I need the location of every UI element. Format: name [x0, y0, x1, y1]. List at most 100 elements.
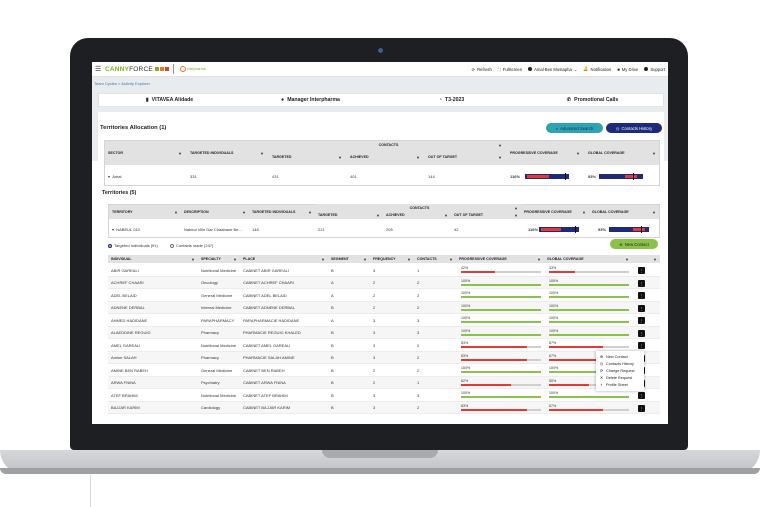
table-row[interactable]: AMINE BEN RABEH General Medicine CABINET B…: [108, 364, 660, 377]
progressive-coverage-label: 83%: [461, 403, 469, 408]
support-button[interactable]: Support: [644, 67, 665, 72]
col-individual[interactable]: INDIVIDUAL ▼: [108, 255, 198, 263]
table-row[interactable]: AMEL GAREALI Nutritional Medicine CABINET …: [108, 339, 660, 352]
global-coverage-bar: [549, 396, 629, 398]
cell-contacts: 2: [417, 342, 420, 348]
col-territory-global[interactable]: GLOBAL COVERAGE ▼: [589, 208, 659, 216]
col-territory-individuals[interactable]: TARGETED INDIVIDUALS ▼: [249, 208, 315, 216]
cell-specialty: Oncology: [201, 280, 218, 286]
progressive-coverage-label: 100%: [461, 278, 471, 283]
col-territory-progressive[interactable]: PROGRESSIVE COVERAGE ▼: [521, 208, 589, 216]
col-global[interactable]: GLOBAL COVERAGE ▼: [585, 149, 659, 157]
col-territory-achieved[interactable]: ACHIEVED ▼: [383, 211, 451, 219]
col-out-of-target[interactable]: OUT OF TARGET ▼: [425, 153, 505, 161]
refresh-button[interactable]: ⟳ Refresh: [471, 66, 492, 72]
menu-item-delete-request[interactable]: ✕ Delete Request: [599, 375, 633, 380]
territory-progressive-bar: [539, 226, 579, 233]
col-progressive-coverage[interactable]: PROGRESSIVE COVERAGE ▼: [456, 255, 544, 263]
row-actions-button[interactable]: ⋮: [638, 279, 645, 287]
global-coverage-bar: [549, 283, 629, 286]
progressive-coverage-label: 100%: [461, 366, 471, 370]
table-row[interactable]: ACHREF CHAARI Oncology CABINET ACHREF CHAA…: [108, 276, 660, 289]
table-row[interactable]: ATEF BRAHIM Nutritional Medicine CABINET A…: [108, 389, 660, 402]
row-actions-button[interactable]: ⋮: [638, 267, 645, 274]
row-actions-button[interactable]: ⋮: [638, 304, 645, 312]
notification-button[interactable]: 🔔 Notification: [583, 66, 612, 72]
user-menu[interactable]: Amal Ben Mustapha ⌄: [528, 67, 577, 72]
col-frequency[interactable]: FREQUENCY ▼: [370, 255, 414, 263]
cell-individual: Amine SALAH: [111, 355, 137, 361]
col-description[interactable]: DESCRIPTION ▼: [181, 208, 249, 216]
global-coverage-label: 100%: [549, 291, 559, 295]
global-coverage-fill: [549, 408, 603, 411]
chevron-down-icon: ▾: [112, 226, 115, 232]
expand-territory-row[interactable]: ▾ NABEUL 010: [112, 226, 140, 232]
row-actions-button[interactable]: ⋮: [638, 404, 645, 412]
menu-icon[interactable]: ☰: [95, 66, 102, 73]
col-targeted[interactable]: TARGETED ▼: [269, 153, 345, 161]
cell-place: CABINET ADNENE DERBAL: [243, 305, 295, 311]
table-row[interactable]: ABIR GAREALI Nutritional Medicine CABINET …: [108, 264, 660, 277]
contacts-history-button[interactable]: ◷ Contacts History: [606, 123, 662, 133]
territory-global-bar: [609, 226, 649, 233]
col-contacts-count[interactable]: CONTACTS ▼: [414, 255, 456, 263]
cell-individual: AMEL GAREALI: [111, 342, 141, 348]
cell-contacts: 1: [417, 267, 420, 273]
col-achieved[interactable]: ACHIEVED ▼: [347, 153, 423, 161]
row-actions-button[interactable]: ⋮: [638, 292, 645, 299]
cell-place: PHARMACIE SALAH AMINE: [243, 355, 295, 361]
cell-frequency: 2: [373, 380, 376, 386]
col-place[interactable]: PLACE ▼: [240, 255, 328, 263]
global-coverage-bar: [549, 408, 629, 411]
col-territory-targeted[interactable]: TARGETED ▼: [315, 211, 383, 219]
table-row[interactable]: ADNENE DERBAL Internal Medicine CABINET AD…: [108, 301, 660, 314]
cell-description: Nabeul Ville Dar Chaabane Be...: [184, 226, 242, 232]
fullscreen-button[interactable]: ⛶ Fullscreen: [497, 66, 523, 72]
progressive-coverage-fill: [461, 333, 541, 336]
cell-individual: ALAEDDINE REGUIG: [111, 330, 151, 336]
menu-item-change-request[interactable]: ⟳ Change Request: [599, 368, 635, 373]
col-territory[interactable]: TERRITORY ▼: [109, 208, 181, 216]
col-progressive[interactable]: PROGRESSIVE COVERAGE ▼: [507, 149, 583, 157]
col-sector[interactable]: SECTOR ▼: [105, 149, 185, 157]
breadcrumb-item[interactable]: Team Cycles: [94, 81, 117, 86]
col-territory-out[interactable]: OUT OF TARGET ▼: [451, 211, 521, 219]
radio-targeted[interactable]: Targeted Individuals (91): [108, 243, 158, 248]
progressive-coverage-label: 62%: [461, 378, 469, 383]
col-specialty[interactable]: SPECIALTY ▼: [198, 255, 240, 263]
global-coverage-fill: [549, 358, 603, 361]
row-actions-button[interactable]: ⋮: [638, 317, 645, 324]
advanced-search-button[interactable]: ⌕ Advanced Search: [546, 123, 603, 133]
menu-item-contacts-history[interactable]: ◷ Contacts History: [599, 361, 634, 366]
col-targeted-individuals[interactable]: TARGETED INDIVIDUALS ▼: [187, 149, 267, 157]
col-actions[interactable]: ▼: [632, 255, 660, 263]
table-row[interactable]: ARWA FNINA Psychiatry CABINET ARWA FNINA B 2…: [108, 376, 660, 389]
cell-specialty: Pharmacy: [201, 355, 220, 361]
edit-icon: ⟳: [599, 368, 604, 373]
radio-contacts-made[interactable]: Contacts made (247): [170, 243, 213, 248]
table-row[interactable]: ALAEDDINE REGUIG Pharmacy PHARMACIE REGUIG…: [108, 326, 660, 339]
progressive-coverage-fill: [461, 408, 528, 411]
chart-icon: ▮: [145, 97, 149, 103]
new-contact-button[interactable]: ⊕ New Contact: [610, 239, 658, 249]
progressive-coverage-bar: [461, 321, 541, 323]
profile-icon: ▪: [600, 382, 603, 387]
menu-item-profile-sheet[interactable]: ▪ Profile Sheet: [600, 382, 628, 387]
table-row[interactable]: ADEL BELAID General Medicine CABINET ADEL …: [108, 289, 660, 302]
allocation-title: Territories Allocation (1): [100, 125, 167, 131]
expand-sector-row[interactable]: ▾ Amal: [108, 173, 122, 179]
row-actions-button[interactable]: ⋮: [638, 329, 645, 337]
global-coverage-bar: [549, 333, 629, 336]
col-global-coverage[interactable]: GLOBAL COVERAGE ▼: [544, 255, 632, 263]
progressive-coverage-fill: [461, 358, 528, 361]
row-actions-button[interactable]: ⋮: [638, 342, 645, 349]
menu-item-new-contact[interactable]: ⊕ New Contact: [599, 354, 628, 359]
global-coverage-fill: [549, 271, 576, 273]
my-drive-button[interactable]: ■ My Drive: [617, 66, 639, 72]
table-row[interactable]: Amine SALAH Pharmacy PHARMACIE SALAH AMINE…: [108, 351, 660, 364]
row-actions-button[interactable]: ⋮: [638, 392, 645, 399]
table-row[interactable]: BAJJAR KARIM Cardiology CABINET BAJJAR KAR…: [108, 401, 660, 414]
breadcrumb-item[interactable]: Activity Explorer: [121, 81, 150, 86]
table-row[interactable]: AHMED HADIDANE PARAPHARMACY PARAPHARMACIE …: [108, 314, 660, 327]
col-segment[interactable]: SEGMENT ▼: [328, 255, 370, 263]
